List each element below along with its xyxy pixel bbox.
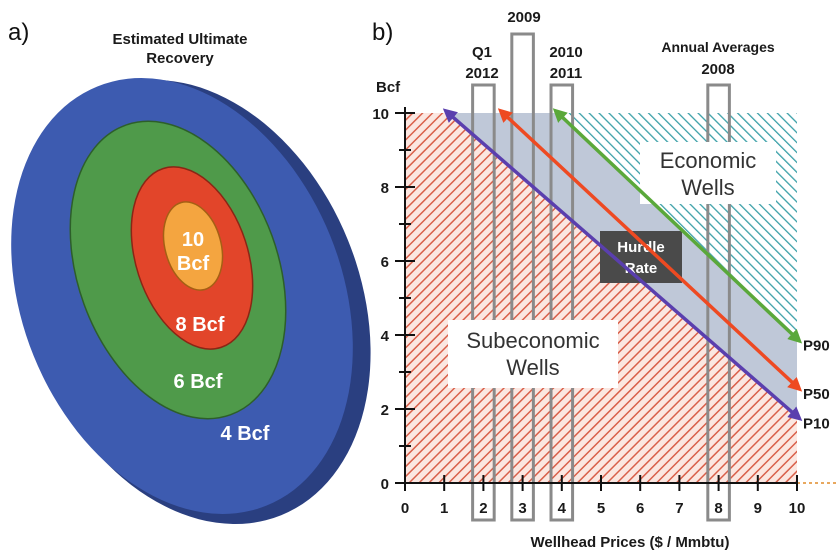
annotation-2008: 2008 [701, 61, 734, 78]
series-layer: P90 P50 P10 [442, 108, 830, 432]
panel-b: b) Q1 2012 2009 2010 2011 Annual Average… [372, 9, 836, 551]
series-line-p10 [442, 108, 803, 421]
x-tick-label-4: 4 [558, 500, 567, 517]
series-label-p90: P90 [803, 338, 830, 355]
ring-label-10bcf-line1: 10 [182, 229, 204, 251]
ring-label-10bcf-line2: Bcf [177, 253, 210, 275]
x-tick-label-1: 1 [440, 500, 448, 517]
annotation-2009: 2009 [507, 9, 540, 26]
x-tick-label-6: 6 [636, 500, 644, 517]
x-tick-label-8: 8 [714, 500, 722, 517]
panel-a-title-line2: Recovery [146, 50, 214, 67]
y-tick-label-8: 8 [381, 180, 389, 197]
panel-a-label: a) [8, 19, 29, 46]
y-tick-label-4: 4 [381, 328, 390, 345]
series-label-p50: P50 [803, 386, 830, 403]
ring-label-8bcf: 8 Bcf [176, 314, 225, 336]
panel-a-title-line1: Estimated Ultimate [112, 31, 247, 48]
y-tick-label-2: 2 [381, 402, 389, 419]
series-label-p10: P10 [803, 415, 830, 432]
axis-layer: 0 2 4 6 8 10 0 1 2 3 4 5 6 7 8 9 10 [372, 106, 836, 517]
y-tick-label-0: 0 [381, 476, 389, 493]
x-tick-label-2: 2 [479, 500, 487, 517]
annotation-annual-averages: Annual Averages [661, 39, 775, 55]
y-axis-title: Bcf [376, 79, 401, 96]
x-tick-label-10: 10 [789, 500, 806, 517]
economic-label-line1: Economic [660, 148, 757, 173]
ring-label-4bcf: 4 Bcf [221, 423, 270, 445]
panel-b-label: b) [372, 19, 393, 46]
subeconomic-label-line1: Subeconomic [466, 328, 599, 353]
x-tick-label-9: 9 [754, 500, 762, 517]
x-tick-label-5: 5 [597, 500, 605, 517]
x-tick-label-7: 7 [675, 500, 683, 517]
hurdle-rate-line2: Rate [625, 260, 658, 277]
y-tick-label-6: 6 [381, 254, 389, 271]
y-tick-label-10: 10 [372, 106, 389, 123]
economic-label-line2: Wells [681, 175, 734, 200]
annotation-2010: 2010 [549, 44, 582, 61]
x-axis-title: Wellhead Prices ($ / Mmbtu) [531, 534, 730, 551]
x-tick-label-3: 3 [518, 500, 526, 517]
ring-10bcf [162, 201, 224, 291]
x-tick-label-0: 0 [401, 500, 409, 517]
panel-a: a) Estimated Ultimate Recovery 4 Bcf 6 B… [8, 19, 371, 525]
ring-label-6bcf: 6 Bcf [174, 371, 223, 393]
subeconomic-label-line2: Wells [506, 355, 559, 380]
annotation-2011: 2011 [550, 65, 583, 82]
annotation-q1: Q1 [472, 44, 492, 61]
annotation-2012: 2012 [465, 65, 498, 82]
